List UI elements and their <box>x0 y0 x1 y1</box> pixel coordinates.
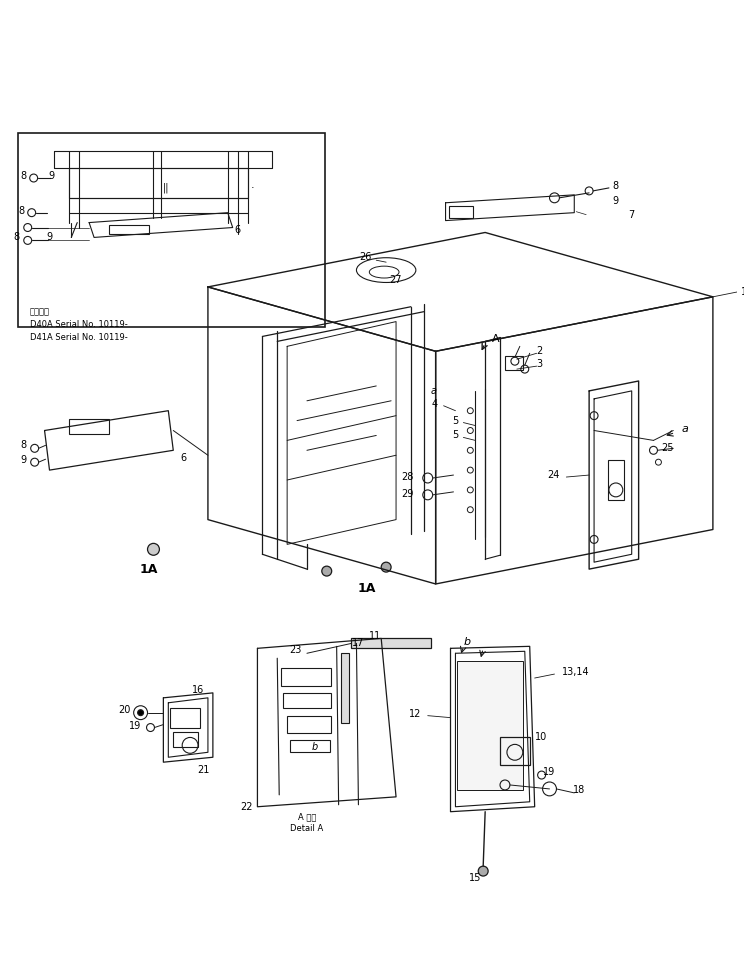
Text: a: a <box>431 386 437 396</box>
Bar <box>287 716 330 733</box>
Text: 17: 17 <box>351 638 364 649</box>
Text: A: A <box>492 334 500 344</box>
Text: 11: 11 <box>369 631 382 641</box>
Text: 1: 1 <box>740 287 744 297</box>
Text: 12: 12 <box>409 708 422 719</box>
Circle shape <box>478 866 488 876</box>
Text: 10: 10 <box>535 732 547 743</box>
Text: D41A Serial No. 10119-: D41A Serial No. 10119- <box>30 333 127 342</box>
Text: 3: 3 <box>536 359 542 369</box>
Text: 9: 9 <box>613 196 619 206</box>
Text: b: b <box>312 742 318 752</box>
Text: 19: 19 <box>543 767 556 777</box>
Text: ||: || <box>163 183 170 193</box>
Bar <box>458 661 523 790</box>
Text: b: b <box>464 637 471 648</box>
Text: 5: 5 <box>452 431 458 440</box>
Text: 1A: 1A <box>357 582 376 596</box>
Text: a: a <box>682 424 688 433</box>
Text: 通用号模: 通用号模 <box>30 308 50 316</box>
Text: 21: 21 <box>197 765 209 776</box>
Text: 23: 23 <box>289 645 302 655</box>
Text: 15: 15 <box>469 873 481 883</box>
Text: 8: 8 <box>21 440 27 451</box>
Bar <box>341 653 348 723</box>
Text: ·: · <box>251 183 254 193</box>
Text: 8: 8 <box>13 233 20 242</box>
Text: 5: 5 <box>452 415 458 426</box>
Bar <box>500 737 530 765</box>
Text: 18: 18 <box>573 785 586 795</box>
Text: 1A: 1A <box>139 562 158 576</box>
Text: D40A Serial No. 10119-: D40A Serial No. 10119- <box>30 320 127 329</box>
Text: 9: 9 <box>46 233 53 242</box>
Bar <box>18 134 325 327</box>
Bar <box>170 707 200 727</box>
Bar <box>351 638 431 649</box>
Circle shape <box>322 566 332 576</box>
Text: 8: 8 <box>613 181 619 191</box>
Bar <box>505 357 523 370</box>
Bar <box>608 460 623 500</box>
Text: 13,14: 13,14 <box>562 667 590 678</box>
Bar <box>173 732 198 748</box>
Bar <box>283 693 330 707</box>
Text: 8: 8 <box>19 206 25 215</box>
Bar <box>109 225 149 234</box>
Text: 8: 8 <box>21 171 27 181</box>
Text: Detail A: Detail A <box>290 824 324 833</box>
Text: A 详解: A 详解 <box>298 812 316 821</box>
Text: 6: 6 <box>234 226 241 235</box>
Circle shape <box>147 543 159 555</box>
Text: 26: 26 <box>359 252 371 262</box>
Text: 19: 19 <box>129 721 141 730</box>
Bar <box>449 206 473 217</box>
Circle shape <box>138 710 144 716</box>
Text: 29: 29 <box>402 489 414 499</box>
Bar <box>281 668 330 686</box>
Text: 6: 6 <box>180 454 186 463</box>
Text: 20: 20 <box>118 704 131 715</box>
Text: 2: 2 <box>536 346 542 357</box>
Text: 28: 28 <box>402 472 414 482</box>
Text: 25: 25 <box>661 443 674 454</box>
Circle shape <box>381 562 391 572</box>
Text: 24: 24 <box>547 470 559 480</box>
Text: 16: 16 <box>192 685 204 695</box>
Text: 7: 7 <box>629 209 635 220</box>
Bar <box>69 419 109 434</box>
Text: 27: 27 <box>389 275 402 285</box>
Bar <box>290 740 330 752</box>
Text: 9: 9 <box>21 456 27 465</box>
Text: 22: 22 <box>240 801 252 812</box>
Text: 4: 4 <box>432 399 437 408</box>
Text: 9: 9 <box>48 171 54 181</box>
